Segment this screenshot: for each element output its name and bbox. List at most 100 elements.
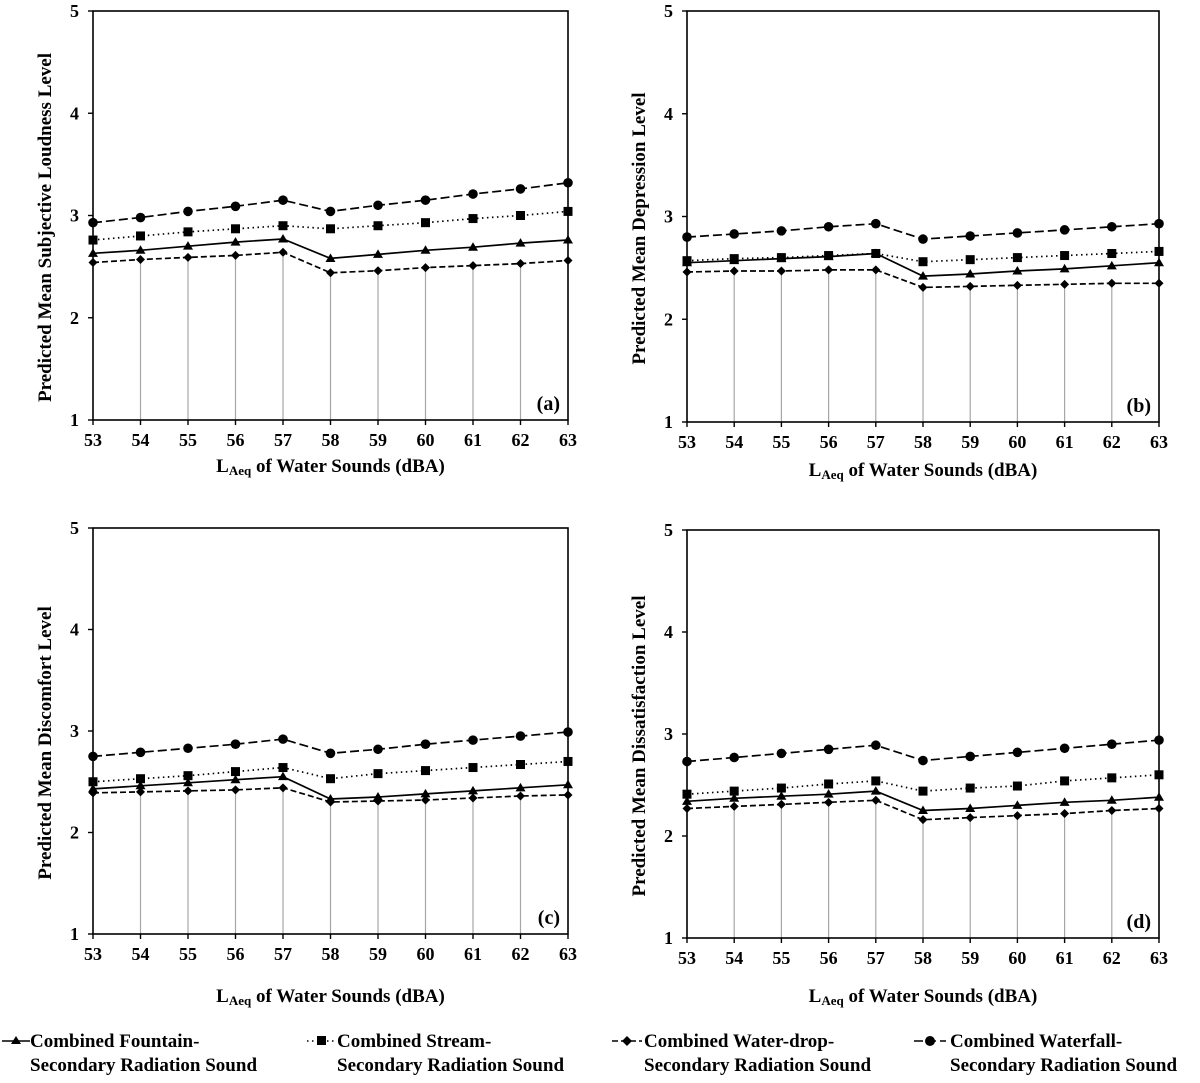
- data-point-water-drop: [421, 263, 430, 273]
- data-point-water-drop: [563, 790, 573, 800]
- panel-label: (a): [537, 393, 560, 415]
- data-point-water-drop: [88, 788, 98, 798]
- y-tick-label: 4: [664, 104, 673, 124]
- data-point-waterfall: [1059, 743, 1070, 754]
- data-point-waterfall: [135, 212, 146, 223]
- data-point-waterfall: [729, 229, 739, 239]
- data-point-fountain: [1012, 265, 1023, 275]
- data-point-water-drop: [824, 265, 834, 275]
- data-point-fountain: [278, 771, 288, 781]
- series-line-stream: [686, 773, 1160, 796]
- x-tick-label: 59: [369, 430, 387, 450]
- x-axis-title: LAeq of Water Sounds (dBA): [809, 986, 1038, 1008]
- x-tick-label: 56: [820, 948, 838, 968]
- panel-label: (d): [1127, 911, 1151, 933]
- data-point-waterfall: [1107, 739, 1117, 749]
- panel-label: (b): [1127, 395, 1151, 417]
- data-point-water-drop: [1012, 280, 1022, 290]
- data-point-water-drop: [468, 261, 478, 271]
- legend-label-line1: Combined Water-drop-: [644, 1031, 835, 1052]
- x-tick-label: 56: [227, 944, 245, 964]
- series-line-waterfall: [92, 181, 569, 224]
- data-point-stream: [231, 767, 240, 777]
- y-axis-title: Predicted Mean Subjective Loudness Level: [35, 53, 56, 402]
- data-point-fountain: [1106, 260, 1117, 270]
- x-tick-label: 63: [559, 430, 577, 450]
- y-tick-label: 5: [664, 520, 673, 540]
- data-point-stream: [729, 254, 739, 264]
- x-axis-title-main: L: [216, 456, 229, 477]
- data-point-waterfall: [1012, 228, 1023, 238]
- data-point-fountain: [563, 779, 573, 789]
- legend-swatch-water-drop: [612, 1036, 642, 1046]
- data-point-fountain: [325, 253, 336, 262]
- data-point-waterfall: [1059, 225, 1070, 235]
- chart-panel-b: 1 2 3 4 5 53 54 55 56 57 58 59 60 61 62 63 (b) Predicted …: [629, 1, 1168, 482]
- data-point-fountain: [1012, 800, 1023, 809]
- x-axis-title: LAeq of Water Sounds (dBA): [216, 456, 445, 478]
- data-point-water-drop: [729, 266, 739, 276]
- data-point-stream: [421, 218, 430, 228]
- series-line-water-drop: [92, 251, 569, 274]
- y-tick-label: 3: [70, 206, 79, 226]
- data-point-fountain: [183, 777, 193, 787]
- data-point-fountain: [468, 242, 478, 251]
- x-axis-title-subscript: Aeq: [821, 467, 844, 482]
- data-point-stream: [373, 769, 383, 779]
- y-tick-label: 2: [70, 823, 79, 843]
- data-point-fountain: [918, 271, 928, 280]
- x-tick-label: 53: [678, 432, 696, 452]
- data-point-fountain: [965, 803, 976, 812]
- y-tick-label: 4: [70, 620, 79, 640]
- x-tick-label: 58: [322, 944, 340, 964]
- data-point-water-drop: [824, 797, 834, 807]
- data-point-stream: [278, 221, 288, 231]
- data-point-water-drop: [136, 787, 145, 797]
- data-point-waterfall: [230, 739, 241, 749]
- y-tick-label: 1: [70, 410, 79, 430]
- data-point-water-drop: [88, 258, 98, 268]
- x-tick-label: 53: [84, 944, 102, 964]
- y-tick-label: 3: [70, 721, 79, 741]
- x-tick-label: 57: [867, 432, 885, 452]
- data-point-stream: [682, 256, 692, 266]
- data-point-water-drop: [373, 796, 383, 806]
- data-point-stream: [824, 251, 834, 261]
- data-point-water-drop: [682, 267, 692, 277]
- legend-swatch-stream: [307, 1036, 337, 1045]
- data-point-water-drop: [682, 803, 692, 813]
- data-point-stream: [468, 763, 478, 773]
- data-point-waterfall: [515, 731, 526, 741]
- data-point-waterfall: [1154, 735, 1164, 745]
- data-point-waterfall: [823, 744, 834, 755]
- x-axis-title-main: L: [809, 986, 822, 1007]
- data-point-stream: [563, 756, 573, 766]
- y-tick-label: 2: [70, 308, 79, 328]
- data-point-fountain: [515, 238, 526, 247]
- data-point-fountain: [420, 245, 431, 254]
- data-point-fountain: [88, 248, 98, 257]
- data-point-stream: [88, 777, 98, 787]
- data-point-fountain: [870, 786, 881, 795]
- data-point-water-drop: [1107, 806, 1117, 815]
- x-tick-label: 57: [867, 948, 885, 968]
- data-point-water-drop: [1107, 278, 1117, 288]
- data-point-stream: [1107, 773, 1117, 783]
- data-point-waterfall: [88, 217, 98, 228]
- data-point-waterfall: [373, 200, 383, 211]
- data-point-water-drop: [729, 801, 739, 811]
- data-point-fountain: [88, 783, 98, 793]
- legend-label-line1: Combined Fountain-: [30, 1031, 200, 1052]
- x-tick-label: 54: [132, 944, 150, 964]
- x-axis-title-rest: of Water Sounds (dBA): [251, 456, 445, 477]
- data-point-stream: [965, 255, 975, 265]
- data-point-waterfall: [325, 206, 336, 217]
- data-point-stream: [1154, 246, 1164, 256]
- x-tick-label: 53: [84, 430, 102, 450]
- data-point-fountain: [420, 788, 431, 798]
- y-tick-label: 3: [664, 724, 673, 744]
- y-axis-title: Predicted Mean Depression Level: [629, 92, 650, 364]
- x-tick-label: 63: [559, 944, 577, 964]
- x-tick-label: 63: [1150, 948, 1168, 968]
